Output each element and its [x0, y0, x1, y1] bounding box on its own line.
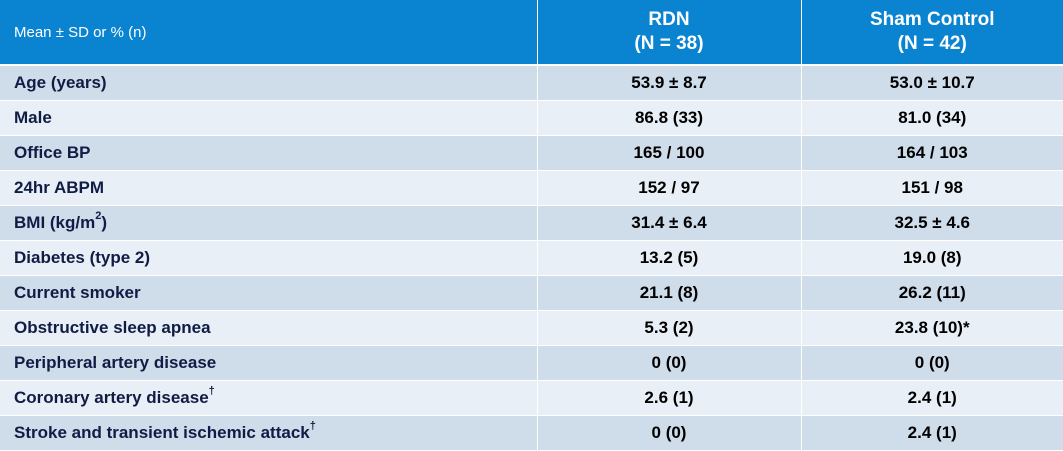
row-label: Diabetes (type 2) [0, 240, 538, 276]
superscript: 2 [95, 209, 102, 222]
rdn-value: 13.2 (5) [537, 240, 802, 276]
sham-value: 2.4 (1) [801, 380, 1063, 416]
table-row: Coronary artery disease† 2.6 (1) 2.4 (1) [0, 380, 1063, 416]
header-sham: Sham Control (N = 42) [801, 0, 1063, 66]
row-label: Male [0, 100, 538, 136]
rdn-value: 86.8 (33) [537, 100, 802, 136]
sham-value: 0 (0) [801, 345, 1063, 381]
header-rdn-name: RDN [648, 9, 690, 30]
table-row: Male 86.8 (33) 81.0 (34) [0, 100, 1063, 136]
header-sham-n: (N = 42) [897, 33, 967, 54]
row-label: Current smoker [0, 275, 538, 311]
sham-value: 81.0 (34) [801, 100, 1063, 136]
sham-value: 151 / 98 [801, 170, 1063, 206]
rdn-value: 0 (0) [537, 415, 802, 451]
row-label: BMI (kg/m2) [0, 205, 538, 241]
rdn-value: 31.4 ± 6.4 [537, 205, 802, 241]
row-label: 24hr ABPM [0, 170, 538, 206]
dagger-footnote-mark: † [309, 420, 316, 433]
sham-value: 32.5 ± 4.6 [801, 205, 1063, 241]
table-row: BMI (kg/m2) 31.4 ± 6.4 32.5 ± 4.6 [0, 205, 1063, 241]
rdn-value: 152 / 97 [537, 170, 802, 206]
row-label: Obstructive sleep apnea [0, 310, 538, 346]
sham-value: 26.2 (11) [801, 275, 1063, 311]
header-rdn: RDN (N = 38) [537, 0, 802, 66]
rdn-value: 21.1 (8) [537, 275, 802, 311]
table-row: Diabetes (type 2) 13.2 (5) 19.0 (8) [0, 240, 1063, 276]
sham-value: 53.0 ± 10.7 [801, 65, 1063, 101]
rdn-value: 165 / 100 [537, 135, 802, 171]
sham-value: 2.4 (1) [801, 415, 1063, 451]
table-row: Office BP 165 / 100 164 / 103 [0, 135, 1063, 171]
sham-value: 23.8 (10)* [801, 310, 1063, 346]
row-label: Stroke and transient ischemic attack† [0, 415, 538, 451]
rdn-value: 2.6 (1) [537, 380, 802, 416]
table-row: Age (years) 53.9 ± 8.7 53.0 ± 10.7 [0, 65, 1063, 101]
rdn-value: 0 (0) [537, 345, 802, 381]
table-row: 24hr ABPM 152 / 97 151 / 98 [0, 170, 1063, 206]
row-label: Office BP [0, 135, 538, 171]
table-row: Obstructive sleep apnea 5.3 (2) 23.8 (10… [0, 310, 1063, 346]
row-label: Coronary artery disease† [0, 380, 538, 416]
table-row: Current smoker 21.1 (8) 26.2 (11) [0, 275, 1063, 311]
header-sham-name: Sham Control [869, 9, 995, 30]
dagger-footnote-mark: † [208, 385, 215, 398]
table-row: Peripheral artery disease 0 (0) 0 (0) [0, 345, 1063, 381]
header-rdn-n: (N = 38) [634, 33, 704, 54]
sham-value: 164 / 103 [801, 135, 1063, 171]
sham-value: 19.0 (8) [801, 240, 1063, 276]
rdn-value: 53.9 ± 8.7 [537, 65, 802, 101]
table-row: Stroke and transient ischemic attack† 0 … [0, 415, 1063, 451]
rdn-value: 5.3 (2) [537, 310, 802, 346]
row-label: Age (years) [0, 65, 538, 101]
row-label: Peripheral artery disease [0, 345, 538, 381]
header-row: Mean ± SD or % (n) RDN (N = 38) Sham Con… [0, 0, 1063, 66]
header-label: Mean ± SD or % (n) [0, 0, 538, 66]
